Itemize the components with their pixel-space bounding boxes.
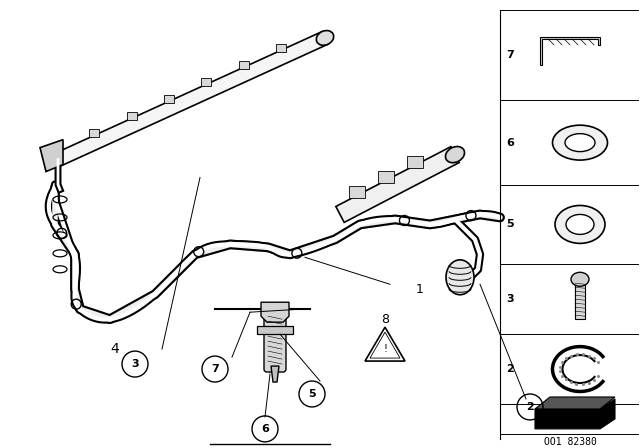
Polygon shape (164, 95, 174, 103)
Polygon shape (535, 399, 615, 429)
Polygon shape (540, 37, 600, 65)
Polygon shape (276, 44, 286, 52)
Text: 1: 1 (416, 283, 424, 296)
Text: 2: 2 (506, 364, 514, 374)
Text: 2: 2 (526, 402, 534, 412)
Polygon shape (535, 397, 615, 409)
FancyBboxPatch shape (264, 311, 286, 372)
Polygon shape (202, 78, 211, 86)
Ellipse shape (552, 125, 607, 160)
Text: 6: 6 (261, 424, 269, 434)
Text: OO1 82380: OO1 82380 (543, 437, 596, 447)
Text: 3: 3 (506, 294, 514, 304)
Text: 5: 5 (506, 220, 514, 229)
Text: 3: 3 (131, 359, 139, 369)
Polygon shape (271, 366, 279, 382)
Text: 6: 6 (506, 138, 514, 148)
Text: 7: 7 (211, 364, 219, 374)
Polygon shape (90, 129, 99, 137)
Ellipse shape (571, 272, 589, 286)
Text: 8: 8 (381, 313, 389, 326)
Ellipse shape (566, 215, 594, 234)
Ellipse shape (316, 30, 333, 45)
Ellipse shape (565, 134, 595, 151)
Polygon shape (378, 171, 394, 183)
Polygon shape (239, 61, 249, 69)
Text: 7: 7 (506, 50, 514, 60)
Polygon shape (257, 326, 293, 334)
Polygon shape (336, 146, 459, 222)
Polygon shape (40, 140, 63, 172)
Polygon shape (349, 186, 365, 198)
Ellipse shape (446, 260, 474, 295)
Polygon shape (55, 31, 328, 166)
Text: 5: 5 (308, 389, 316, 399)
FancyBboxPatch shape (575, 281, 585, 319)
Ellipse shape (445, 146, 465, 163)
Text: 4: 4 (111, 342, 120, 356)
Ellipse shape (555, 206, 605, 243)
Polygon shape (127, 112, 137, 120)
Polygon shape (407, 156, 423, 168)
Polygon shape (261, 302, 289, 322)
Text: !: ! (383, 344, 387, 354)
